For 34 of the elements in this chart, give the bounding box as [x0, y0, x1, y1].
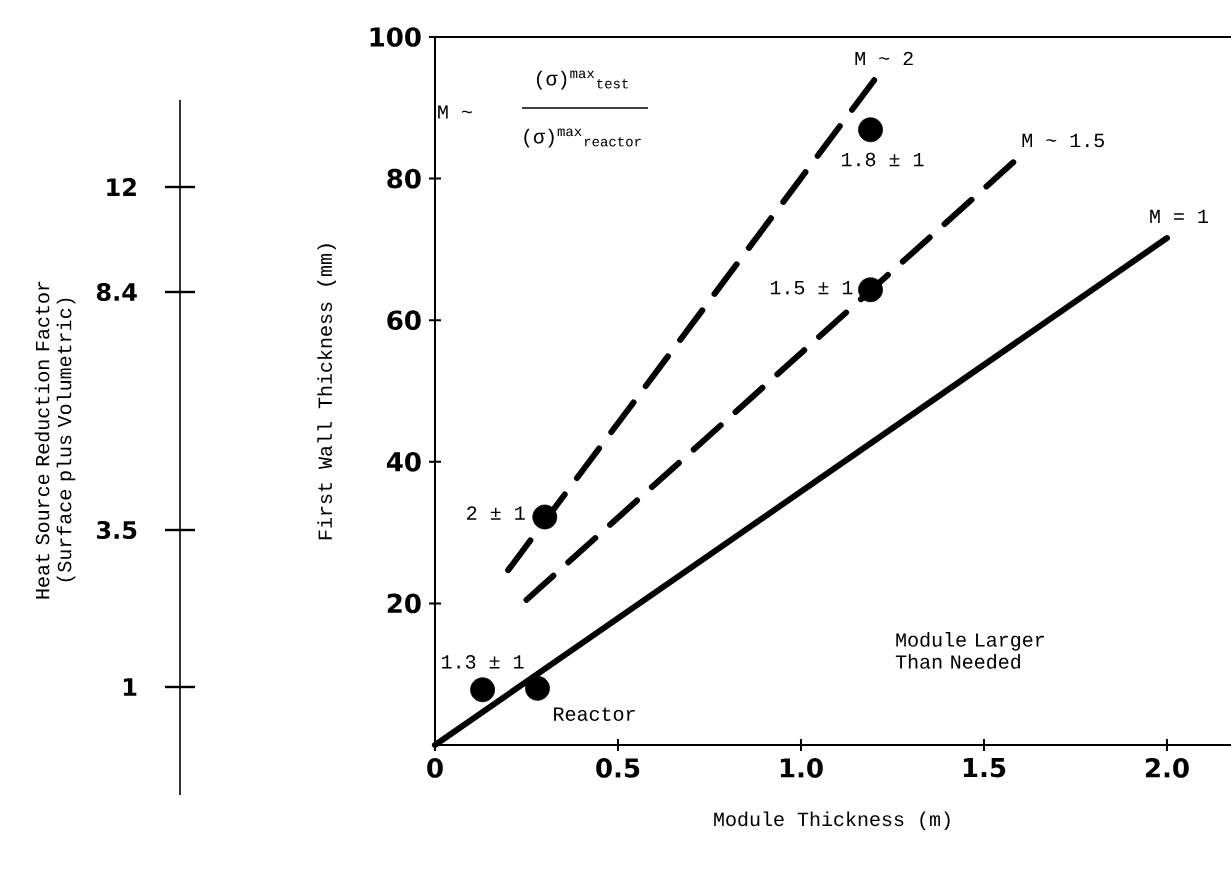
point [858, 117, 883, 143]
y-tick-label: 100 [370, 27, 421, 47]
x-tick-label: 0 [427, 758, 443, 778]
series-label: M ~ 1.5 [1022, 133, 1104, 148]
text: 12 [107, 178, 136, 196]
y-tick-label: 80 [387, 168, 421, 189]
point [525, 675, 550, 701]
annotation: 1.8 ± 1 [841, 152, 924, 167]
series-label: M ~ 2 [855, 51, 913, 66]
point [858, 277, 883, 303]
annotation: Reactor [554, 707, 635, 721]
annotation: (σ)$^{max}$test [536, 70, 628, 90]
text: 3.5 [97, 520, 137, 540]
y-axis-title: First Wall Thickness (mm) [317, 244, 336, 540]
series-label: M = 1 [1150, 209, 1209, 223]
x-tick-label: 0.5 [596, 758, 640, 778]
x-axis-title: Module Thickness (m) [714, 811, 950, 831]
annotation: (σ)$^{max}$reactor [524, 128, 641, 148]
x-tick-label: 2.0 [1146, 758, 1189, 778]
x-tick-label: 1.5 [963, 758, 1006, 778]
text: Heat Source Reduction Factor (Surface plus Volumetric) [34, 281, 76, 599]
annotation: 1.5 ± 1 [770, 281, 853, 295]
text: 8.4 [96, 282, 137, 302]
x-tick-label: 1.0 [780, 758, 823, 778]
annotation: Module Larger Than Needed [895, 632, 1044, 669]
y-tick-label: 20 [387, 593, 421, 614]
text: 1 [123, 678, 137, 696]
point [532, 504, 558, 530]
y-tick-label: 60 [387, 310, 421, 331]
annotation: 2 ± 1 [467, 506, 525, 520]
annotation: M ~ [438, 105, 472, 119]
annotation: 1.3 ± 1 [442, 655, 524, 669]
point [470, 677, 495, 703]
y-tick-label: 40 [386, 451, 421, 472]
